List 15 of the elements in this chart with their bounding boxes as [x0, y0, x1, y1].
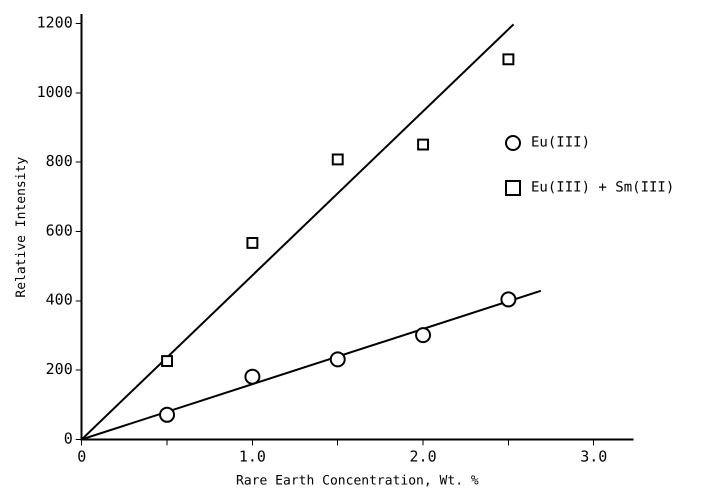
x-tick-label: 1.0 — [238, 447, 266, 466]
y-tick-label: 1000 — [36, 82, 73, 101]
x-tick-label: 0 — [77, 447, 86, 466]
y-tick-label: 400 — [46, 290, 73, 309]
y-tick-label: 800 — [46, 152, 73, 170]
y-tick-label: 600 — [46, 221, 73, 240]
legend-label: Eu(III) — [531, 134, 590, 151]
y-tick-label: 200 — [46, 360, 73, 378]
x-tick-label: 3.0 — [580, 447, 608, 466]
y-tick-label: 1200 — [36, 14, 73, 32]
y-axis-title: Relative Intensity — [14, 156, 30, 298]
legend-label: Eu(III) + Sm(III) — [531, 180, 674, 196]
y-tick-label: 0 — [64, 429, 73, 448]
x-tick-label: 2.0 — [410, 447, 437, 466]
x-axis-title: Rare Earth Concentration, Wt. % — [236, 474, 479, 489]
